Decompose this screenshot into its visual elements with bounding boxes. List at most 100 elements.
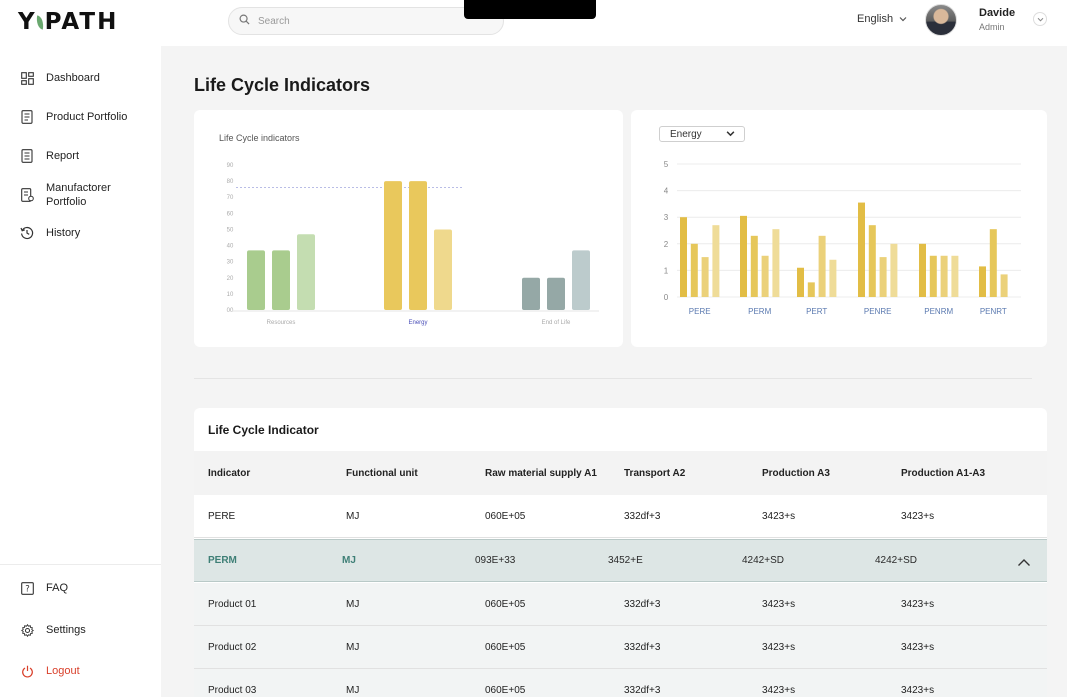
overview-bar-chart: 00 10 20 30 40 50 60 70 80 90 Resources Energy End o…: [227, 163, 599, 326]
cell-a3: 4242+SD: [742, 555, 784, 566]
bar-penre: [858, 202, 865, 297]
bar-end-of-life: [522, 277, 540, 310]
cell-a1-a3: 3423+s: [901, 684, 935, 696]
cell-product: Product 02: [208, 641, 257, 653]
table-header: Indicator Functional unit Raw material s…: [194, 451, 1047, 495]
sidebar-item-report[interactable]: Report: [20, 149, 79, 163]
search-box[interactable]: [228, 7, 504, 35]
y-tick-label: 0: [664, 293, 669, 302]
column-header[interactable]: Production A3: [762, 467, 830, 479]
sidebar-item-history[interactable]: History: [20, 226, 80, 240]
column-header[interactable]: Functional unit: [346, 467, 418, 479]
cell-product: Product 03: [208, 684, 257, 696]
faq-icon: ?: [20, 581, 34, 595]
collapse-chevron-up-icon[interactable]: [1017, 554, 1031, 572]
sidebar-item-logout[interactable]: Logout: [20, 664, 80, 678]
table-subrow[interactable]: Product 01 MJ 060E+05 332df+3 3423+s 342…: [194, 583, 1047, 626]
bar-penrt: [989, 229, 997, 297]
language-selector[interactable]: English: [857, 13, 907, 25]
y-tick-label: 00: [227, 308, 234, 314]
document-icon: [20, 110, 34, 124]
cell-a1-a3: 3423+s: [901, 641, 935, 653]
camera-notch: [464, 0, 596, 19]
cell-unit: MJ: [342, 555, 356, 566]
x-tick-label: PERM: [748, 307, 771, 316]
cell-product: Product 01: [208, 598, 257, 610]
dashboard-icon: [20, 71, 34, 85]
y-tick-label: 2: [664, 240, 669, 249]
user-menu-chevron-icon[interactable]: [1033, 12, 1047, 26]
portfolio-icon: [20, 188, 34, 202]
sidebar: Dashboard Product Portfolio Report Manuf…: [0, 46, 161, 697]
cell-a1: 060E+05: [485, 641, 526, 653]
bar-penrm: [951, 255, 959, 297]
sidebar-divider: [0, 564, 161, 565]
cell-a3: 3423+s: [762, 510, 796, 522]
column-header[interactable]: Production A1-A3: [901, 467, 986, 479]
sidebar-item-dashboard[interactable]: Dashboard: [20, 71, 100, 85]
cell-a2: 332df+3: [624, 684, 661, 696]
table-row-expanded[interactable]: PERM MJ 093E+33 3452+E 4242+SD 4242+SD: [194, 539, 1047, 582]
column-header[interactable]: Transport A2: [624, 467, 686, 479]
bar-energy: [384, 181, 402, 310]
table-subrow[interactable]: Product 03 MJ 060E+05 332df+3 3423+s 342…: [194, 669, 1047, 697]
power-icon: [20, 664, 34, 678]
cell-a2: 3452+E: [608, 555, 643, 566]
x-tick-label: PERE: [689, 307, 711, 316]
x-tick-label: PERT: [806, 307, 827, 316]
bar-penrt: [1000, 274, 1008, 297]
bar-penrm: [919, 243, 926, 297]
table-row[interactable]: PERE MJ 060E+05 332df+3 3423+s 3423+s: [194, 495, 1047, 538]
report-icon: [20, 149, 34, 163]
app-logo[interactable]: Y PATH: [18, 9, 118, 35]
avatar[interactable]: [925, 4, 957, 36]
y-tick-label: 20: [227, 276, 234, 282]
bar-pert: [807, 282, 815, 297]
bar-perm: [761, 255, 769, 297]
top-bar: Y PATH English Davide Admin: [0, 0, 1067, 46]
bar-end-of-life: [572, 250, 590, 310]
cell-a3: 3423+s: [762, 641, 796, 653]
bar-pere: [680, 217, 687, 297]
bar-perm: [772, 229, 780, 297]
bar-resources: [272, 250, 290, 310]
y-tick-label: 90: [227, 163, 234, 169]
column-header[interactable]: Indicator: [208, 467, 251, 479]
table-title: Life Cycle Indicator: [208, 423, 319, 437]
indicator-filter-select[interactable]: Energy: [659, 126, 745, 142]
y-tick-label: 70: [227, 195, 234, 201]
x-tick-label: PENRM: [924, 307, 953, 316]
cell-unit: MJ: [346, 641, 360, 653]
bar-resources: [297, 234, 315, 310]
bar-pere: [690, 243, 698, 297]
bar-penrm: [929, 255, 937, 297]
sidebar-item-settings[interactable]: Settings: [20, 623, 86, 637]
cell-a1: 060E+05: [485, 510, 526, 522]
y-tick-label: 1: [664, 266, 669, 275]
bar-penre: [868, 225, 876, 297]
filter-value: Energy: [670, 128, 702, 140]
sidebar-item-product-portfolio[interactable]: Product Portfolio: [20, 110, 127, 124]
y-tick-label: 4: [664, 187, 669, 196]
y-tick-label: 5: [664, 160, 669, 169]
sidebar-item-label: Dashboard: [46, 72, 100, 84]
table-subrow[interactable]: Product 02 MJ 060E+05 332df+3 3423+s 342…: [194, 626, 1047, 669]
sidebar-item-faq[interactable]: ? FAQ: [20, 581, 68, 595]
y-tick-label: 50: [227, 227, 234, 233]
sidebar-item-label: Logout: [46, 665, 80, 677]
search-input[interactable]: [258, 15, 488, 27]
column-header[interactable]: Raw material supply A1: [485, 467, 597, 479]
sidebar-item-label: History: [46, 227, 81, 239]
cell-a2: 332df+3: [624, 598, 661, 610]
section-divider: [194, 378, 1032, 379]
sidebar-item-label: Report: [46, 150, 80, 162]
x-tick-label: PENRE: [864, 307, 892, 316]
bar-pert: [829, 259, 837, 297]
bar-pere: [701, 257, 709, 297]
y-tick-label: 80: [227, 179, 234, 185]
logo-text-right: PATH: [44, 9, 119, 35]
sidebar-item-manufactorer-portfolio[interactable]: Manufactorer Portfolio: [20, 181, 136, 209]
x-tick-label: Resources: [267, 320, 296, 326]
cell-unit: MJ: [346, 598, 360, 610]
language-label: English: [857, 13, 894, 25]
